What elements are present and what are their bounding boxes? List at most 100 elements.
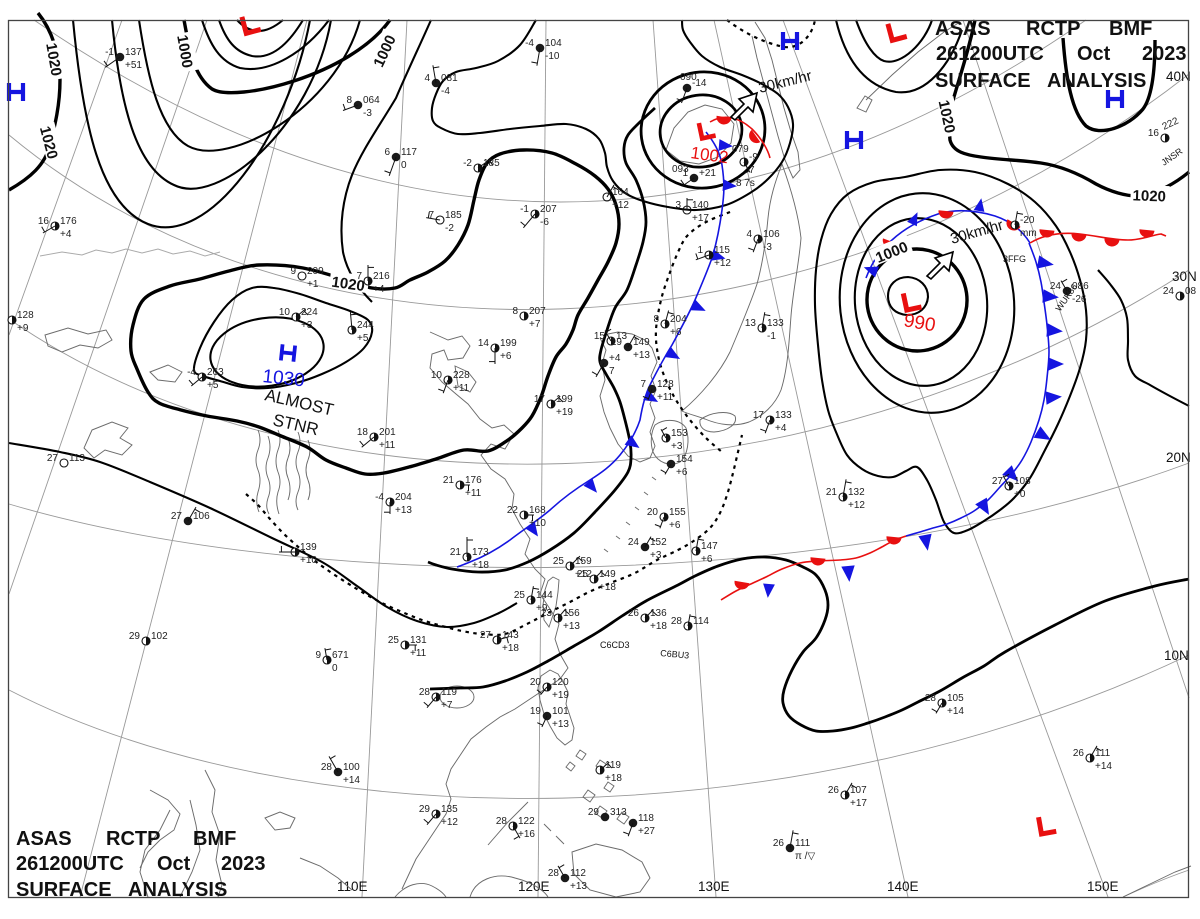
svg-text:28: 28 xyxy=(321,762,333,773)
svg-text:16: 16 xyxy=(38,216,50,227)
svg-text:118: 118 xyxy=(638,813,654,824)
svg-text:24: 24 xyxy=(1163,286,1175,297)
svg-text:20: 20 xyxy=(530,677,542,688)
svg-text:+11: +11 xyxy=(453,383,470,394)
svg-text:139: 139 xyxy=(300,542,317,553)
svg-text:+4: +4 xyxy=(60,229,72,240)
svg-text:107: 107 xyxy=(850,785,867,796)
svg-text:08: 08 xyxy=(1185,286,1197,297)
svg-text:1020: 1020 xyxy=(42,42,65,78)
svg-text:+14: +14 xyxy=(343,775,360,786)
svg-text:113: 113 xyxy=(69,453,85,464)
svg-text:21: 21 xyxy=(443,475,455,486)
svg-text:26: 26 xyxy=(1073,748,1085,759)
svg-text:090: 090 xyxy=(680,72,697,83)
svg-text:224: 224 xyxy=(301,307,318,318)
svg-text:3: 3 xyxy=(675,200,681,211)
svg-text:149: 149 xyxy=(599,569,616,580)
svg-text:671: 671 xyxy=(332,650,349,661)
svg-text:199: 199 xyxy=(556,394,573,405)
svg-text:201: 201 xyxy=(379,427,396,438)
svg-text:26: 26 xyxy=(828,785,840,796)
svg-text:1000: 1000 xyxy=(173,34,196,70)
svg-text:8: 8 xyxy=(512,306,518,317)
svg-text:21: 21 xyxy=(450,547,462,558)
svg-text:2023: 2023 xyxy=(221,853,266,875)
svg-text:40N: 40N xyxy=(1166,69,1191,84)
svg-text:mm: mm xyxy=(1020,228,1037,239)
svg-text:28: 28 xyxy=(496,816,508,827)
svg-text:154: 154 xyxy=(676,454,693,465)
svg-text:+12: +12 xyxy=(714,258,731,269)
svg-text:28: 28 xyxy=(671,616,683,627)
svg-text:+3: +3 xyxy=(650,550,662,561)
svg-text:100: 100 xyxy=(343,762,360,773)
svg-text:13: 13 xyxy=(745,318,757,329)
svg-text:18: 18 xyxy=(357,427,369,438)
svg-text:102: 102 xyxy=(151,631,168,642)
svg-text:ASAS: ASAS xyxy=(935,18,991,40)
svg-text:+6: +6 xyxy=(701,554,713,565)
svg-text:064: 064 xyxy=(363,95,380,106)
svg-text:313: 313 xyxy=(610,807,627,818)
svg-text:ASAS: ASAS xyxy=(16,828,72,850)
svg-text:185: 185 xyxy=(483,158,500,169)
svg-text:1020: 1020 xyxy=(935,99,959,135)
svg-text:22: 22 xyxy=(507,505,519,516)
svg-text:+13: +13 xyxy=(552,719,569,730)
svg-text:2023: 2023 xyxy=(1142,43,1187,65)
svg-text:-3: -3 xyxy=(363,108,372,119)
svg-text:204: 204 xyxy=(670,314,687,325)
svg-text:156: 156 xyxy=(563,608,580,619)
svg-text:-1: -1 xyxy=(105,47,114,58)
svg-text:7: 7 xyxy=(749,165,755,176)
svg-text:261200UTC: 261200UTC xyxy=(16,853,124,875)
svg-text:159: 159 xyxy=(575,556,592,567)
svg-text:+14: +14 xyxy=(1095,761,1112,772)
svg-text:25: 25 xyxy=(388,635,400,646)
svg-text:261200UTC: 261200UTC xyxy=(936,43,1044,65)
svg-text:081: 081 xyxy=(441,73,458,84)
svg-text:ANALYSIS: ANALYSIS xyxy=(128,879,227,901)
svg-text:+16: +16 xyxy=(518,829,535,840)
svg-text:4: 4 xyxy=(746,229,752,240)
svg-text:28: 28 xyxy=(925,693,937,704)
svg-text:143: 143 xyxy=(502,630,519,641)
svg-text:+3: +3 xyxy=(301,320,313,331)
svg-text:-2: -2 xyxy=(463,158,472,169)
svg-text:SURFACE: SURFACE xyxy=(16,879,112,901)
svg-text:10: 10 xyxy=(431,370,443,381)
svg-text:-9: -9 xyxy=(749,152,758,163)
svg-text:130E: 130E xyxy=(698,879,730,894)
svg-text:+18: +18 xyxy=(502,643,519,654)
svg-text:+4: +4 xyxy=(775,423,787,434)
svg-text:1020: 1020 xyxy=(1132,187,1166,205)
svg-text:112: 112 xyxy=(570,868,586,879)
svg-text:199: 199 xyxy=(500,338,517,349)
svg-text:7: 7 xyxy=(428,210,434,221)
svg-text:+11: +11 xyxy=(657,392,674,403)
svg-text:BMF: BMF xyxy=(193,828,236,850)
svg-text:155: 155 xyxy=(669,507,686,518)
svg-text:+27: +27 xyxy=(638,826,655,837)
svg-text:263: 263 xyxy=(207,367,224,378)
svg-text:17: 17 xyxy=(753,410,765,421)
svg-text:+12: +12 xyxy=(575,569,592,580)
svg-text:27: 27 xyxy=(47,453,59,464)
svg-text:204: 204 xyxy=(395,492,412,503)
svg-text:C6CD3: C6CD3 xyxy=(600,640,630,650)
svg-text:4: 4 xyxy=(424,73,430,84)
svg-text:+13: +13 xyxy=(563,621,580,632)
svg-text:BMF: BMF xyxy=(1109,18,1152,40)
svg-text:1030: 1030 xyxy=(261,366,305,391)
svg-text:+51: +51 xyxy=(125,60,142,71)
svg-text:+13: +13 xyxy=(570,881,587,892)
svg-text:176: 176 xyxy=(60,216,77,227)
svg-text:-26: -26 xyxy=(1072,294,1087,305)
svg-text:+18: +18 xyxy=(472,560,489,571)
svg-text:+19: +19 xyxy=(556,407,573,418)
svg-text:168: 168 xyxy=(529,505,546,516)
svg-text:+17: +17 xyxy=(850,798,867,809)
svg-text:+6: +6 xyxy=(500,351,512,362)
svg-text:27: 27 xyxy=(992,476,1004,487)
